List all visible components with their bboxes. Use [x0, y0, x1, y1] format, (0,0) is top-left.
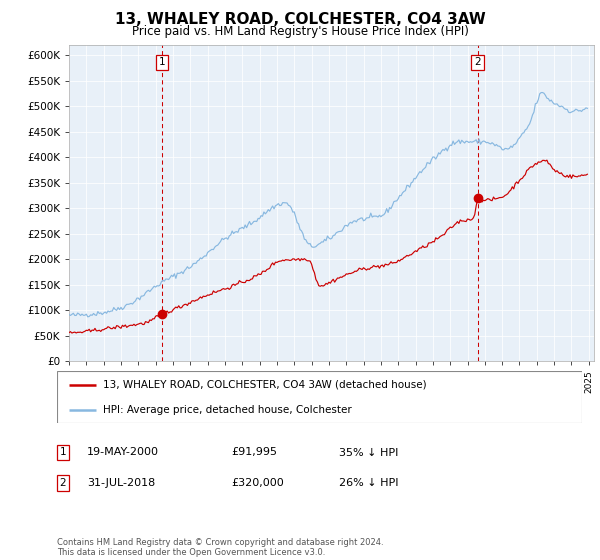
- Text: £91,995: £91,995: [231, 447, 277, 458]
- Text: 1: 1: [59, 447, 67, 458]
- Text: Contains HM Land Registry data © Crown copyright and database right 2024.
This d: Contains HM Land Registry data © Crown c…: [57, 538, 383, 557]
- Text: 13, WHALEY ROAD, COLCHESTER, CO4 3AW (detached house): 13, WHALEY ROAD, COLCHESTER, CO4 3AW (de…: [103, 380, 427, 390]
- Text: HPI: Average price, detached house, Colchester: HPI: Average price, detached house, Colc…: [103, 405, 352, 415]
- Text: 2: 2: [474, 58, 481, 67]
- Text: 31-JUL-2018: 31-JUL-2018: [87, 478, 155, 488]
- Text: 13, WHALEY ROAD, COLCHESTER, CO4 3AW: 13, WHALEY ROAD, COLCHESTER, CO4 3AW: [115, 12, 485, 27]
- Text: Price paid vs. HM Land Registry's House Price Index (HPI): Price paid vs. HM Land Registry's House …: [131, 25, 469, 38]
- Text: 26% ↓ HPI: 26% ↓ HPI: [339, 478, 398, 488]
- Text: 19-MAY-2000: 19-MAY-2000: [87, 447, 159, 458]
- Text: 1: 1: [159, 58, 166, 67]
- Text: 2: 2: [59, 478, 67, 488]
- Text: 35% ↓ HPI: 35% ↓ HPI: [339, 447, 398, 458]
- Text: £320,000: £320,000: [231, 478, 284, 488]
